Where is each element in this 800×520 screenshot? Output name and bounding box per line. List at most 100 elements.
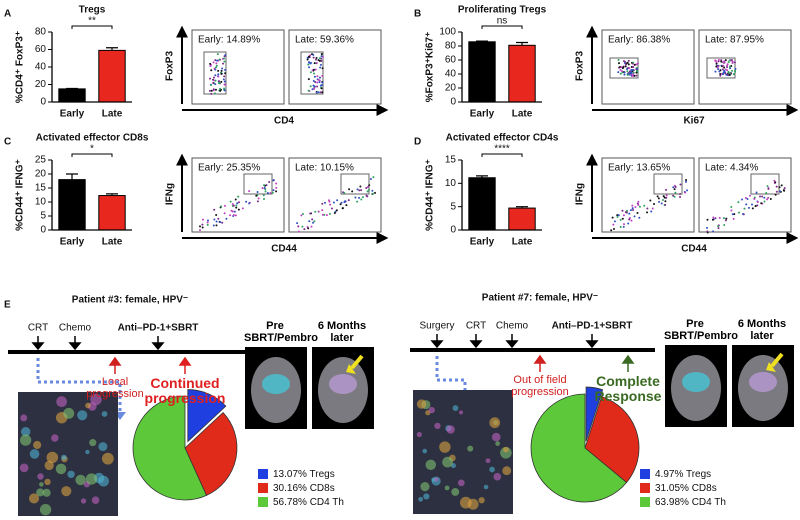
flow-dot: [732, 217, 735, 220]
legend-swatch: [640, 469, 650, 479]
flow-dot: [212, 224, 215, 227]
event-arrow: [469, 334, 483, 349]
histology-cell: [425, 459, 437, 471]
flow-dot: [626, 209, 629, 212]
event-arrow: [505, 334, 519, 349]
flow-dot: [756, 204, 759, 207]
bar: [58, 179, 86, 231]
flow-dot: [306, 58, 309, 61]
flow-dot: [727, 61, 730, 64]
histology-cell: [90, 393, 102, 406]
flow-dot: [317, 91, 320, 94]
flow-dot: [235, 206, 238, 209]
flow-dot: [720, 60, 723, 63]
flow-dot: [312, 221, 315, 224]
histology-cell: [85, 402, 91, 409]
flow-dot: [731, 59, 734, 62]
legend-swatch: [258, 497, 268, 507]
panel-letter: B: [414, 9, 421, 20]
flow-dot: [332, 201, 335, 204]
ct-overlay: [262, 374, 290, 394]
flow-dot: [658, 200, 661, 203]
flow-dot: [371, 192, 374, 195]
flow-dot: [637, 200, 640, 203]
error-bar: [476, 175, 488, 178]
outcome-arrow: [108, 356, 122, 374]
flow-dot: [256, 190, 259, 193]
y-axis-label: FoxP3: [165, 51, 176, 81]
event-label: Chemo: [59, 323, 92, 334]
flow-dot: [312, 68, 315, 71]
flow-dot: [371, 189, 374, 192]
flow-dot: [733, 69, 736, 72]
flow-dot: [245, 200, 248, 203]
flow-dot: [217, 73, 220, 76]
error-bar: [516, 41, 528, 46]
flow-dot: [347, 199, 350, 202]
flow-dot: [631, 208, 634, 211]
flow-dot: [316, 75, 319, 78]
flow-dot: [301, 212, 304, 215]
event-label: Surgery: [419, 321, 454, 332]
flow-dot: [215, 220, 218, 223]
flow-dot: [321, 213, 324, 216]
legend-label: 56.78% CD4 Th: [273, 497, 344, 508]
flow-dot: [622, 65, 625, 68]
histology-cell: [434, 477, 439, 482]
flow-dot: [225, 217, 228, 220]
flow-dot: [646, 211, 649, 214]
flow-dot: [218, 81, 221, 84]
flow-dot: [366, 185, 369, 188]
flow-dot: [747, 206, 750, 209]
y-axis-label: %FoxP3⁺Ki67⁺: [425, 32, 436, 103]
flow-dot: [720, 59, 723, 62]
flow-dot: [617, 71, 620, 74]
y-tick-label: 25: [35, 155, 47, 166]
flow-dot: [767, 187, 770, 190]
flow-dot: [223, 80, 226, 83]
flow-dot: [628, 212, 631, 215]
flow-dot: [623, 60, 626, 63]
flow-dot: [213, 76, 216, 79]
event-arrow: [68, 336, 82, 351]
flow-dot: [219, 87, 222, 90]
flow-dot: [222, 78, 225, 81]
flow-dot: [312, 56, 315, 59]
flow-dot: [237, 208, 240, 211]
flow-box: [191, 29, 285, 105]
flow-dot: [613, 220, 616, 223]
flow-dot: [627, 63, 630, 66]
flow-dot: [255, 194, 258, 197]
flow-dot: [665, 194, 668, 197]
flow-dot: [365, 194, 368, 197]
flow-dot: [335, 209, 338, 212]
panel-letter: A: [4, 9, 11, 20]
flow-box: [698, 29, 792, 105]
flow-dot: [313, 75, 316, 78]
flow-dot: [344, 200, 347, 203]
y-axis-label: %CD4⁺ FoxP3⁺: [15, 31, 26, 103]
flow-dot: [301, 225, 304, 228]
flow-dot: [271, 191, 274, 194]
x-axis-label: CD4: [274, 116, 294, 127]
flow-dot: [719, 74, 722, 77]
legend-swatch: [258, 483, 268, 493]
histology-cell: [422, 448, 428, 454]
flow-dot: [272, 189, 275, 192]
flow-dot: [201, 223, 204, 226]
legend-category: Tregs: [310, 469, 335, 480]
outcome-label: Complete Response: [594, 373, 662, 405]
flow-dot: [621, 217, 624, 220]
significance-bracket: [481, 25, 523, 29]
scan-label: 6 Months later: [737, 318, 787, 343]
flow-dot: [721, 68, 724, 71]
gate-label: Late: 10.15%: [295, 163, 354, 174]
indicator-head: [766, 362, 776, 372]
event-label: Anti–PD-1+SBRT: [552, 321, 633, 332]
flow-dot: [320, 55, 323, 58]
flow-dot: [635, 63, 638, 66]
y-axis-label: %CD44⁺ IFNG⁺: [15, 159, 26, 231]
flow-dot: [743, 207, 746, 210]
pie-slice: [132, 395, 208, 501]
histology-cell: [491, 432, 501, 442]
